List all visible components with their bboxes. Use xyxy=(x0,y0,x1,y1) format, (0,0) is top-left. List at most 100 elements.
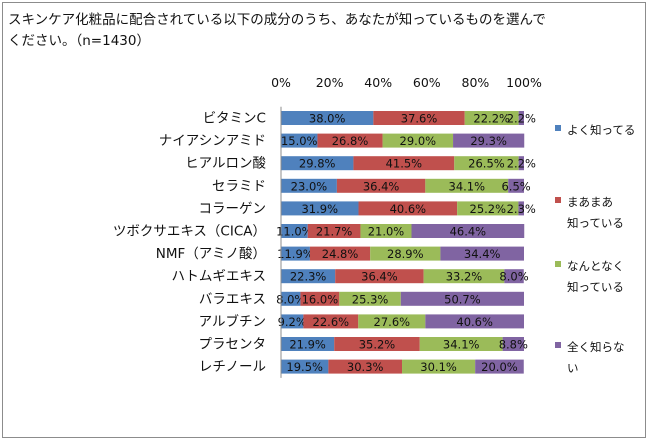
legend-swatch xyxy=(555,342,561,348)
legend-label: まあまあ xyxy=(567,195,613,209)
category-label: ビタミンC xyxy=(203,111,266,127)
legend-swatch xyxy=(555,125,561,131)
data-label: 22.6% xyxy=(313,315,350,329)
bar-segment xyxy=(281,224,308,238)
category-label: ナイアシンアミド xyxy=(159,133,266,149)
data-label: 33.2% xyxy=(446,270,483,284)
bar-segment xyxy=(328,359,403,374)
bar-segment xyxy=(518,201,524,216)
data-label: 8.0% xyxy=(499,270,528,284)
bar-segment xyxy=(475,359,524,374)
data-label: 29.0% xyxy=(400,134,437,148)
bar-segment xyxy=(504,269,524,284)
data-label: 36.4% xyxy=(361,270,398,284)
legend-label: い xyxy=(567,361,579,375)
legend-swatch xyxy=(555,261,561,267)
data-label: 38.0% xyxy=(309,112,346,126)
legend-label: 全く知らな xyxy=(567,340,625,354)
category-label: アルブチン xyxy=(199,313,266,330)
data-label: 34.1% xyxy=(443,338,480,352)
category-label: コラーゲン xyxy=(199,201,267,217)
x-tick-label: 80% xyxy=(462,75,490,90)
bar-segment xyxy=(281,178,337,193)
bar-segment xyxy=(464,111,519,125)
data-label: 34.4% xyxy=(464,247,501,261)
bar-segment xyxy=(453,133,525,148)
data-label: 24.8% xyxy=(322,247,359,261)
legend-label: 知っている xyxy=(567,280,624,294)
data-label: 31.9% xyxy=(301,202,338,216)
data-label: 37.6% xyxy=(401,112,438,126)
legend-label: なんとなく xyxy=(567,259,624,273)
data-label: 20.0% xyxy=(481,360,518,374)
data-label: 16.0% xyxy=(302,292,339,306)
data-label: 29.3% xyxy=(470,134,507,148)
x-tick-label: 0% xyxy=(271,75,291,90)
data-label: 19.5% xyxy=(286,360,323,374)
data-label: 6.5% xyxy=(501,179,530,193)
data-label: 8.0% xyxy=(276,292,305,306)
bar-segment xyxy=(402,359,476,374)
bar-segment xyxy=(382,133,454,148)
data-label: 2.2% xyxy=(507,112,536,126)
bar-segment xyxy=(457,201,519,216)
bar-segment xyxy=(281,314,304,329)
data-label: 23.0% xyxy=(291,179,328,193)
bar-segment xyxy=(425,178,509,193)
bar-segment xyxy=(339,291,401,306)
data-label: 2.2% xyxy=(507,157,536,171)
data-label: 27.6% xyxy=(374,315,411,329)
data-label: 30.3% xyxy=(347,360,384,374)
bar-segment xyxy=(281,156,354,171)
bar-segment xyxy=(281,359,329,374)
data-label: 21.0% xyxy=(368,225,405,239)
bar-segment xyxy=(281,111,374,125)
data-label: 25.2% xyxy=(470,202,507,216)
data-label: 40.6% xyxy=(390,202,427,216)
bar-segment xyxy=(454,156,519,171)
bar-segment xyxy=(307,224,361,238)
bar-segment xyxy=(502,337,524,351)
bar-segment xyxy=(335,269,424,284)
bar-segment xyxy=(303,314,359,329)
data-label: 2.3% xyxy=(507,202,536,216)
category-label: NMF（アミノ酸） xyxy=(156,246,266,262)
category-label: ハトムギエキス xyxy=(172,269,267,285)
bar-segment xyxy=(440,246,524,261)
bar-segment xyxy=(508,178,524,193)
x-tick-label: 20% xyxy=(316,75,344,90)
data-label: 9.2% xyxy=(278,315,307,329)
bar-segment xyxy=(358,201,458,216)
data-label: 11.0% xyxy=(276,225,313,239)
category-label: プラセンタ xyxy=(199,337,267,353)
x-tick-label: 60% xyxy=(413,75,441,90)
bar-segment xyxy=(425,314,524,329)
data-label: 26.5% xyxy=(468,157,505,171)
bar-segment xyxy=(309,246,371,261)
bar-segment xyxy=(419,337,503,351)
bar-segment xyxy=(317,133,383,148)
legend-swatch xyxy=(555,197,561,203)
data-label: 41.5% xyxy=(386,157,423,171)
data-label: 22.3% xyxy=(290,270,327,284)
bar-segment xyxy=(360,224,412,238)
data-label: 15.0% xyxy=(281,134,318,148)
data-label: 50.7% xyxy=(444,292,481,306)
data-label: 30.1% xyxy=(420,360,457,374)
bar-segment xyxy=(358,314,426,329)
data-label: 21.9% xyxy=(289,338,326,352)
bar-segment xyxy=(281,246,310,261)
bar-segment xyxy=(400,291,524,306)
data-label: 11.9% xyxy=(277,247,314,261)
data-label: 28.9% xyxy=(387,247,424,261)
data-label: 40.6% xyxy=(456,315,493,329)
bar-segment xyxy=(281,291,301,306)
bar-segment xyxy=(281,269,336,284)
bar-segment xyxy=(281,337,335,351)
category-label: バラエキス xyxy=(199,291,266,307)
bar-segment xyxy=(336,178,426,193)
legend-label: 知っている xyxy=(567,216,624,230)
legend-label: よく知ってる xyxy=(567,123,635,137)
bar-segment xyxy=(334,337,420,351)
